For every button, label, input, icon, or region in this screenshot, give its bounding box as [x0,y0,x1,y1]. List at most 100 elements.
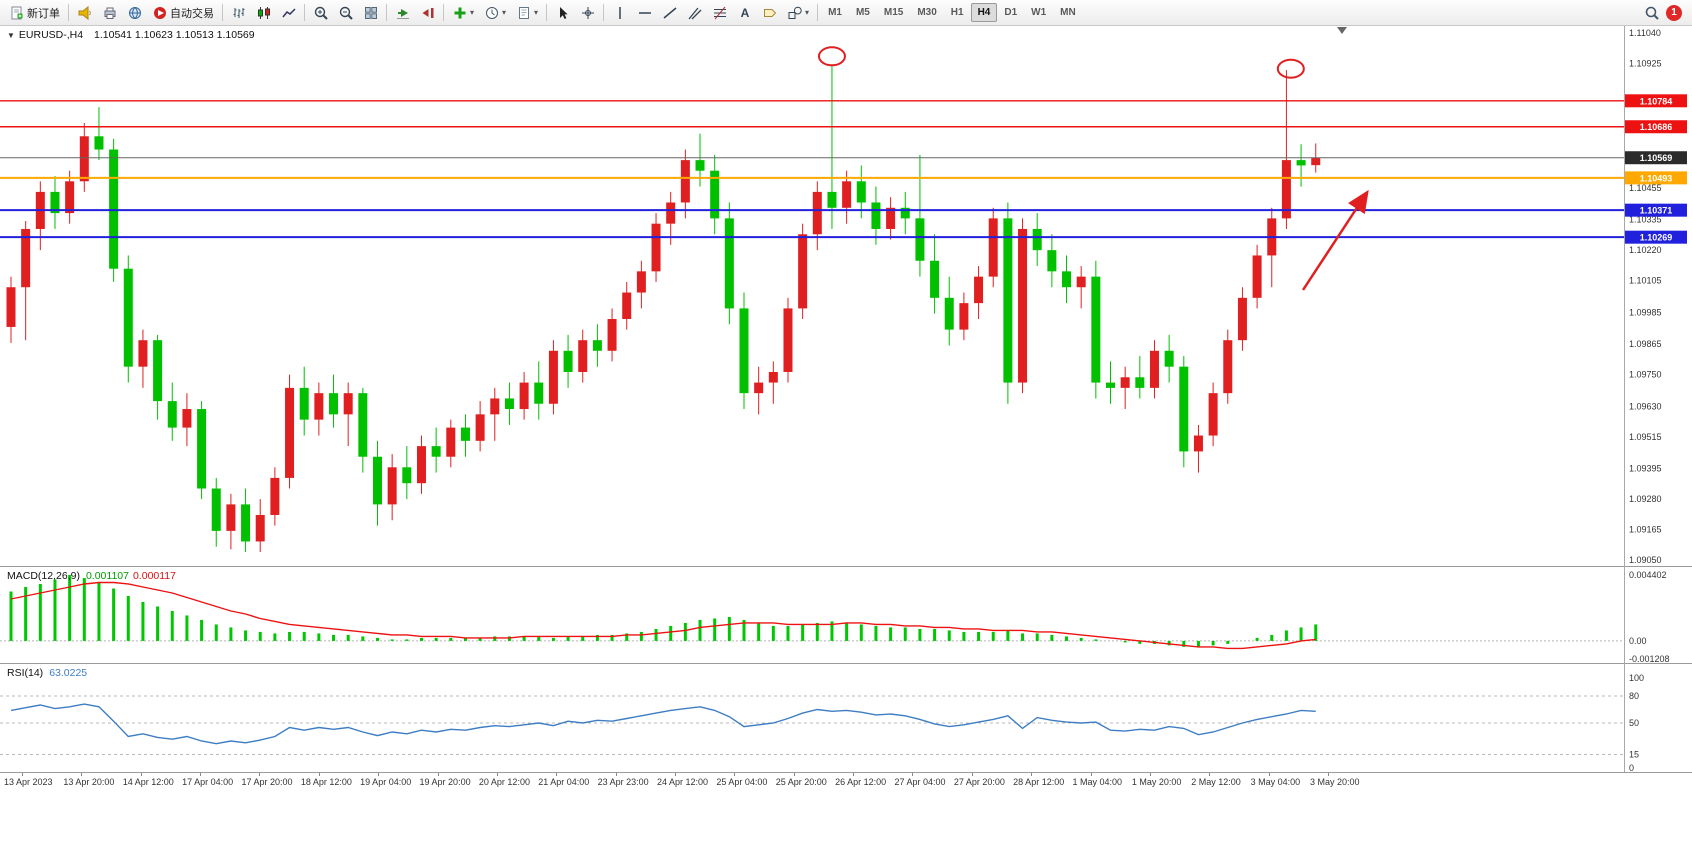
bear-candle [710,170,720,219]
time-axis-tick [22,773,23,776]
market-watch-button[interactable] [72,2,97,24]
bull-candle [490,398,500,415]
crosshair-button[interactable] [575,2,600,24]
rsi-panel[interactable]: 100 80 50 15 0 RSI(14) 63.0225 [0,663,1692,773]
price-axis-label: 1.09750 [1629,370,1662,380]
time-axis[interactable]: 13 Apr 2023 13 Apr 20:00 14 Apr 12:00 17 Ap… [0,772,1692,790]
time-axis-tick [971,773,973,776]
time-axis-tick [615,773,617,776]
text-label-button[interactable] [757,2,782,24]
new-order-button[interactable]: 新订单 [4,2,65,24]
auto-trading-label: 自动交易 [170,7,214,20]
bear-candle [915,218,925,261]
price-axis-label: 1.10335 [1629,215,1662,225]
indicators-button[interactable]: ▾ [447,2,479,24]
text-button[interactable]: A [732,2,757,24]
timeframe-m30-button[interactable]: M30 [917,7,937,18]
templates-button[interactable]: ▾ [511,2,543,24]
macd-canvas[interactable]: 0.004402 0.00 -0.001208 [0,567,1692,664]
bear-candle [900,207,910,219]
time-axis-label: 14 Apr 12:00 [122,777,174,787]
collapse-triangle-icon[interactable]: ▼ [7,31,15,40]
toolbar-buttons: 新订单 自动交易 ▾ ▾ ▾ A ▾ [4,2,821,24]
bear-candle [1062,271,1072,288]
support-line-1-badge [1625,203,1687,217]
bear-candle [402,467,412,484]
print-button[interactable] [97,2,122,24]
cursor-button[interactable] [550,2,575,24]
time-axis-label: 25 Apr 04:00 [716,777,768,787]
current-price-badge [1625,151,1687,165]
bull-candle [754,382,764,394]
time-axis-label: 28 Apr 12:00 [1013,777,1065,787]
macd-panel[interactable]: 0.004402 0.00 -0.001208 MACD(12,26,9) 0.001… [0,566,1692,664]
horizontal-line-button[interactable] [632,2,657,24]
toolbar-separator [386,4,387,21]
bear-candle [460,427,470,441]
rsi-axis-label: 100 [1629,673,1644,683]
chart-area[interactable]: 1.11040 1.10925 1.10455 1.10335 1.10220 1.101… [0,26,1692,790]
timeframe-d1-button[interactable]: D1 [1004,7,1018,18]
tile-windows-button[interactable] [358,2,383,24]
zoom-in-button[interactable] [308,2,333,24]
price-chart-canvas[interactable]: 1.11040 1.10925 1.10455 1.10335 1.10220 1.101… [0,26,1692,566]
timeframe-mn-button[interactable]: MN [1060,7,1076,18]
objects-button[interactable]: ▾ [782,2,814,24]
time-axis-tick [81,773,83,776]
time-axis-label: 21 Apr 04:00 [538,777,590,787]
dropdown-caret-icon: ▾ [502,8,507,17]
globe-icon [127,5,142,20]
chart-shift-button[interactable] [415,2,440,24]
highlight-ellipse[interactable] [817,46,846,67]
bar-chart-mode-button[interactable] [226,2,251,24]
fibonacci-button[interactable] [707,2,732,24]
chart-shift-marker-icon[interactable] [1337,27,1347,34]
bull-candle [1149,350,1159,388]
timeframe-m15-button[interactable]: M15 [883,7,904,18]
zoom-out-button[interactable] [333,2,358,24]
time-axis-tick [912,773,914,776]
bear-candle [358,393,368,457]
time-axis-label: 17 Apr 04:00 [182,777,234,787]
macd-signal-line [10,581,1316,650]
search-icon[interactable] [1644,5,1659,20]
auto-scroll-button[interactable] [390,2,415,24]
bear-candle [373,456,382,505]
time-axis-label: 13 Apr 2023 [4,777,53,787]
trendline-button[interactable] [657,2,682,24]
time-axis-tick [140,773,142,776]
timeframe-w1-button[interactable]: W1 [1031,7,1047,18]
rsi-axis-label: 50 [1629,718,1639,728]
bull-candle [636,271,646,293]
label-icon [762,5,777,20]
periods-button[interactable]: ▾ [479,2,511,24]
trend-arrow[interactable] [1301,189,1369,291]
line-chart-mode-button[interactable] [276,2,301,24]
notification-badge[interactable]: 1 [1666,4,1682,21]
bull-candle [226,504,236,531]
auto-trading-button[interactable]: 自动交易 [147,2,219,24]
timeframe-m1-button[interactable]: M1 [828,7,842,18]
highlight-ellipse[interactable] [1276,58,1305,79]
bull-candle [21,228,31,288]
candle-chart-mode-button[interactable] [251,2,276,24]
bull-candle [79,136,89,182]
vertical-line-button[interactable] [607,2,632,24]
timeframe-h1-button[interactable]: H1 [950,7,964,18]
price-chart-panel[interactable]: 1.11040 1.10925 1.10455 1.10335 1.10220 1.101… [0,26,1692,566]
bear-candle [329,393,339,415]
bear-candle [695,160,705,171]
bull-candle [1223,340,1233,394]
time-axis-label: 25 Apr 20:00 [775,777,827,787]
equidistant-channel-button[interactable] [682,2,707,24]
support-line-2-badge-label: 1.10269 [1640,233,1673,243]
dropdown-caret-icon: ▾ [805,8,810,17]
timeframe-m5-button[interactable]: M5 [855,7,870,18]
rsi-canvas[interactable]: 100 80 50 15 0 [0,664,1692,773]
time-axis-tick [318,773,320,776]
time-axis-tick [200,773,202,776]
bull-candle [842,181,852,208]
timeframe-h4-button[interactable]: H4 [970,3,998,22]
bear-candle [123,268,133,367]
community-button[interactable] [122,2,147,24]
